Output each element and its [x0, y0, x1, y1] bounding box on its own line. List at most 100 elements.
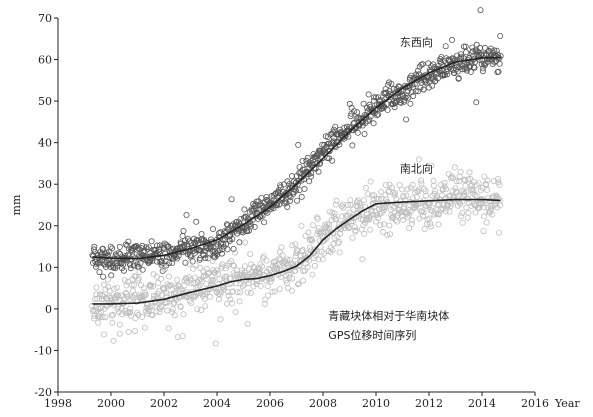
scatter-point	[210, 276, 217, 283]
scatter-point	[292, 241, 299, 248]
scatter-point	[227, 296, 234, 303]
x-tick-label: 2010	[362, 397, 390, 410]
scatter-point	[161, 266, 168, 273]
scatter-point	[240, 225, 247, 232]
scatter-point	[373, 211, 380, 218]
scatter-point	[180, 311, 187, 318]
scatter-point	[394, 212, 401, 219]
scatter-point	[284, 256, 291, 263]
y-tick-label: -10	[34, 344, 52, 357]
scatter-point	[465, 209, 472, 216]
x-tick-label: 2014	[468, 397, 496, 410]
scatter-point	[427, 220, 434, 227]
scatter-point	[359, 256, 366, 263]
scatter-point	[261, 219, 268, 226]
scatter-point	[372, 199, 379, 206]
scatter-point	[255, 198, 262, 205]
scatter-point	[237, 216, 244, 223]
scatter-point	[390, 98, 397, 105]
scatter-point	[413, 193, 420, 200]
scatter-point	[242, 239, 249, 246]
scatter-point	[99, 314, 106, 321]
scatter-point	[339, 201, 346, 208]
scatter-point	[307, 161, 314, 168]
scatter-point	[479, 68, 486, 75]
scatter-point	[378, 205, 385, 212]
scatter-point	[350, 206, 357, 213]
annotation-label: 南北向	[400, 162, 433, 176]
scatter-point	[303, 160, 310, 167]
scatter-point	[271, 288, 278, 295]
scatter-point	[201, 295, 208, 302]
scatter-point	[158, 303, 165, 310]
scatter-point	[345, 225, 352, 232]
scatter-point	[279, 252, 286, 259]
scatter-point	[264, 283, 271, 290]
scatter-point	[427, 223, 434, 230]
scatter-point	[394, 218, 401, 225]
scatter-point	[96, 269, 103, 276]
scatter-point	[295, 280, 302, 287]
scatter-point	[446, 208, 453, 215]
scatter-point	[214, 241, 221, 248]
scatter-point	[310, 222, 317, 229]
scatter-point	[200, 272, 207, 279]
scatter-point	[312, 156, 319, 163]
scatter-point	[494, 204, 501, 211]
scatter-point	[330, 126, 337, 133]
scatter-point	[379, 228, 386, 235]
scatter-point	[276, 286, 283, 293]
scatter-point	[448, 200, 455, 207]
scatter-point	[308, 236, 315, 243]
scatter-point	[383, 101, 390, 108]
scatter-point	[403, 192, 410, 199]
scatter-point	[467, 68, 474, 75]
scatter-point	[366, 216, 373, 223]
scatter-point	[415, 156, 422, 163]
scatter-point	[228, 280, 235, 287]
scatter-point	[110, 337, 117, 344]
scatter-point	[130, 281, 137, 288]
scatter-point	[418, 180, 425, 187]
scatter-point	[368, 207, 375, 214]
scatter-point	[265, 292, 272, 299]
scatter-point	[309, 161, 316, 168]
scatter-point	[407, 208, 414, 215]
scatter-point	[257, 282, 264, 289]
scatter-point	[338, 213, 345, 220]
scatter-point	[457, 168, 464, 175]
scatter-point	[216, 230, 223, 237]
scatter-point	[247, 251, 254, 258]
scatter-point	[434, 75, 441, 82]
scatter-point	[333, 197, 340, 204]
scatter-point	[122, 289, 129, 296]
scatter-point	[364, 191, 371, 198]
scatter-point	[367, 103, 374, 110]
scatter-point	[330, 240, 337, 247]
scatter-point	[311, 262, 318, 269]
y-tick-label: 40	[38, 137, 52, 150]
scatter-point	[239, 229, 246, 236]
scatter-point	[292, 267, 299, 274]
scatter-point	[315, 225, 322, 232]
scatter-point	[268, 275, 275, 282]
scatter-point	[326, 221, 333, 228]
scatter-point	[299, 246, 306, 253]
scatter-point	[228, 196, 235, 203]
scatter-point	[473, 41, 480, 48]
scatter-point	[391, 104, 398, 111]
scatter-point	[253, 212, 260, 219]
scatter-point	[481, 173, 488, 180]
scatter-point	[473, 193, 480, 200]
x-tick-label: 2008	[309, 397, 337, 410]
scatter-point	[113, 284, 120, 291]
scatter-point	[192, 239, 199, 246]
scatter-point	[225, 292, 232, 299]
scatter-point	[93, 284, 100, 291]
scatter-point	[355, 210, 362, 217]
scatter-point	[428, 63, 435, 70]
scatter-point	[116, 321, 123, 328]
scatter-point	[230, 245, 237, 252]
